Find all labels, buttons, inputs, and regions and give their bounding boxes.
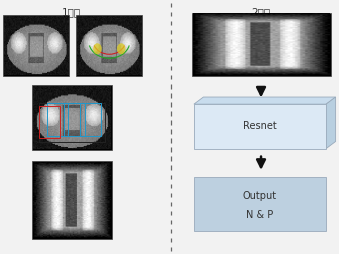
Bar	[47, 103, 68, 136]
Bar	[32, 161, 112, 239]
Bar	[76, 15, 142, 76]
Ellipse shape	[93, 43, 102, 54]
Bar	[39, 106, 60, 138]
Bar	[194, 104, 326, 149]
Text: Resnet: Resnet	[243, 121, 277, 131]
Bar	[80, 103, 101, 136]
Bar	[39, 103, 105, 142]
Text: 2단계: 2단계	[252, 8, 271, 18]
Text: N & P: N & P	[246, 210, 274, 220]
Bar	[192, 13, 331, 76]
Polygon shape	[194, 97, 336, 104]
Ellipse shape	[117, 43, 125, 54]
Bar	[64, 103, 85, 136]
Text: 1단계: 1단계	[62, 8, 81, 18]
Bar	[3, 15, 69, 76]
Polygon shape	[326, 97, 336, 149]
Bar	[194, 177, 326, 231]
Bar	[32, 85, 112, 150]
Text: Output: Output	[243, 191, 277, 201]
